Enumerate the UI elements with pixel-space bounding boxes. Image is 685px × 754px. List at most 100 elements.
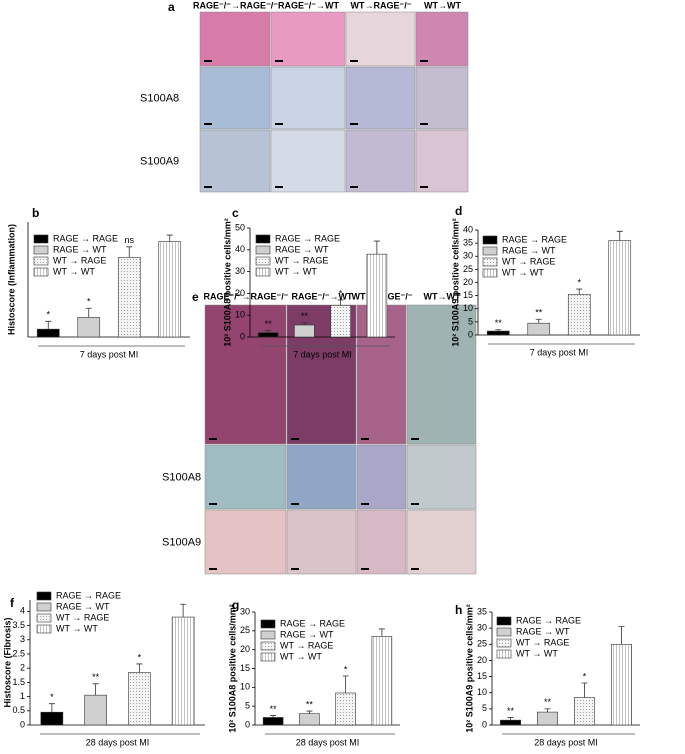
legend-label: WT → WT bbox=[280, 651, 322, 661]
error-bar bbox=[265, 330, 272, 333]
legend-label: RAGE → RAGE bbox=[56, 590, 121, 600]
error-bar bbox=[306, 710, 313, 714]
column-header: RAGE⁻/⁻→WT bbox=[278, 0, 339, 10]
bar bbox=[500, 719, 521, 726]
micrograph bbox=[356, 444, 407, 510]
error-bar bbox=[373, 240, 380, 255]
x-label: 28 days post MI bbox=[86, 737, 150, 747]
y-tick-label: 20 bbox=[235, 288, 245, 298]
bar bbox=[608, 240, 632, 336]
y-tick-label: 0 bbox=[482, 719, 487, 729]
legend-label: RAGE → RAGE bbox=[516, 615, 581, 625]
y-tick-label: 0 bbox=[468, 329, 473, 339]
significance: ** bbox=[535, 308, 543, 318]
y-tick-label: 1.5 bbox=[12, 677, 25, 687]
row-label: S100A9 bbox=[140, 155, 179, 167]
micrograph bbox=[345, 11, 416, 67]
significance: ** bbox=[270, 704, 278, 714]
legend-label: WT → WT bbox=[56, 623, 98, 633]
y-tick-label: 4 bbox=[20, 606, 25, 616]
error-bar bbox=[616, 230, 623, 241]
error-bar bbox=[92, 683, 99, 696]
row-label: S100A8 bbox=[140, 92, 179, 104]
y-tick-label: 30 bbox=[463, 251, 473, 261]
bar bbox=[366, 253, 388, 338]
y-tick-label: 20 bbox=[463, 277, 473, 287]
y-tick-label: 0 bbox=[240, 331, 245, 341]
legend-label: WT → RAGE bbox=[516, 637, 569, 647]
y-tick-label: 25 bbox=[477, 639, 487, 649]
error-bar bbox=[507, 717, 514, 721]
legend-swatch bbox=[255, 234, 271, 244]
micrograph bbox=[204, 304, 287, 445]
error-bar bbox=[180, 603, 187, 618]
legend-swatch bbox=[36, 591, 52, 601]
y-tick-label: 10 bbox=[235, 310, 245, 320]
significance: * bbox=[46, 310, 50, 320]
micrograph bbox=[286, 509, 357, 575]
legend-swatch bbox=[496, 627, 512, 637]
bar bbox=[77, 317, 101, 338]
legend-swatch bbox=[33, 267, 49, 277]
significance: * bbox=[50, 692, 54, 702]
micrograph bbox=[345, 129, 416, 193]
y-label: 10² S100A8 positive cells/mm² bbox=[227, 604, 237, 733]
y-tick-label: 35 bbox=[477, 606, 487, 616]
y-label: 10² S100A9 positive cells/mm² bbox=[464, 604, 474, 733]
legend-swatch bbox=[260, 619, 276, 629]
y-tick-label: 0 bbox=[20, 719, 25, 729]
panel-label: a bbox=[168, 0, 175, 14]
error-bar bbox=[581, 682, 588, 698]
error-bar bbox=[126, 246, 133, 258]
micrograph bbox=[406, 304, 477, 445]
y-tick-label: 1 bbox=[20, 691, 25, 701]
bar bbox=[527, 322, 551, 336]
significance: ns bbox=[124, 235, 134, 245]
y-tick-label: 20 bbox=[477, 655, 487, 665]
micrograph bbox=[286, 444, 357, 510]
y-tick-label: 25 bbox=[463, 264, 473, 274]
y-label: 10² S100A8 positive cells/mm² bbox=[222, 218, 232, 347]
significance: * bbox=[344, 664, 348, 674]
significance: ** bbox=[301, 311, 309, 321]
bar bbox=[84, 694, 107, 726]
bar bbox=[262, 717, 284, 726]
bar bbox=[171, 616, 195, 726]
column-header: WT→RAGE⁻/⁻ bbox=[351, 0, 412, 10]
column-header: RAGE⁻/⁻→RAGE⁻/⁻ bbox=[203, 291, 288, 301]
y-tick-label: 30 bbox=[240, 606, 250, 616]
legend-swatch bbox=[496, 616, 512, 626]
y-tick-label: 40 bbox=[463, 224, 473, 234]
legend-swatch bbox=[36, 624, 52, 634]
legend-swatch bbox=[496, 638, 512, 648]
error-bar bbox=[535, 318, 542, 324]
micrograph bbox=[199, 11, 271, 67]
significance: * bbox=[339, 288, 343, 298]
y-tick-label: 25 bbox=[240, 625, 250, 635]
legend-label: WT → WT bbox=[502, 267, 544, 277]
y-tick-label: 15 bbox=[477, 671, 487, 681]
bar bbox=[294, 324, 315, 338]
panel-label: f bbox=[10, 596, 15, 610]
bar bbox=[36, 328, 60, 338]
error-bar bbox=[270, 715, 277, 718]
legend-label: WT → RAGE bbox=[53, 255, 106, 265]
error-bar bbox=[378, 628, 385, 637]
legend-swatch bbox=[496, 649, 512, 659]
legend-swatch bbox=[260, 641, 276, 651]
bar bbox=[335, 692, 356, 726]
micrograph bbox=[204, 444, 287, 510]
legend-swatch bbox=[482, 235, 498, 245]
row-label: S100A9 bbox=[162, 536, 201, 548]
error-bar bbox=[495, 329, 502, 332]
y-tick-label: 2 bbox=[20, 663, 25, 673]
micrograph bbox=[345, 66, 416, 130]
bar bbox=[567, 294, 591, 336]
bar bbox=[158, 241, 182, 338]
y-tick-label: 0 bbox=[245, 719, 250, 729]
y-tick-label: 50 bbox=[235, 222, 245, 232]
row-label: S100A8 bbox=[162, 471, 201, 483]
legend-swatch bbox=[482, 246, 498, 256]
error-bar bbox=[342, 675, 349, 693]
micrograph bbox=[415, 11, 469, 67]
